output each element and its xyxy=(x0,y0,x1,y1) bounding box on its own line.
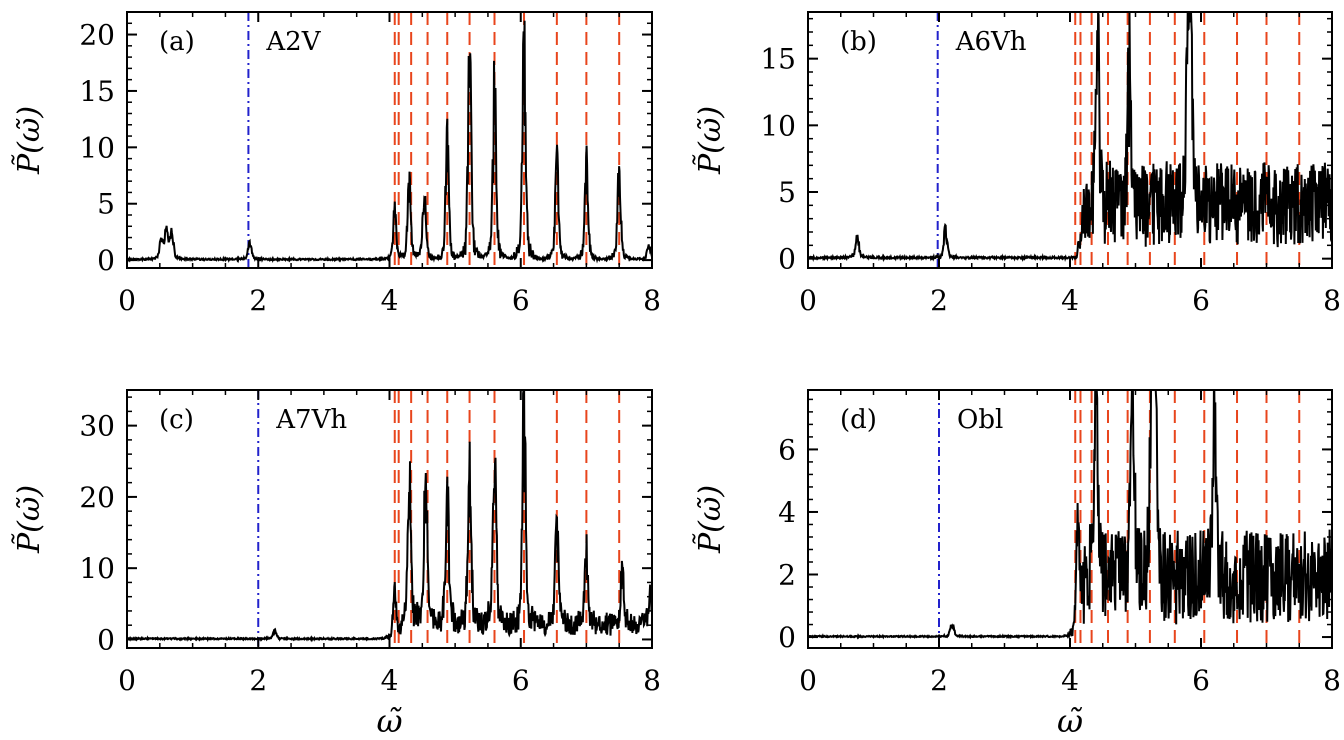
x-tick-label: 8 xyxy=(1323,284,1341,317)
spectrum-line xyxy=(808,12,1332,263)
x-axis-label: ω̃ xyxy=(1057,702,1083,740)
panel-label: (c) xyxy=(159,405,194,435)
x-tick-label: 8 xyxy=(643,284,661,317)
x-tick-label: 0 xyxy=(799,284,817,317)
x-tick-label: 0 xyxy=(118,664,136,697)
x-tick-label: 4 xyxy=(381,664,399,697)
panel-label: (b) xyxy=(840,27,877,57)
y-axis-label: P̃(ω̃) xyxy=(12,485,47,554)
y-tick-label: 0 xyxy=(97,623,115,656)
spectral-type-label: A2V xyxy=(265,27,321,57)
x-tick-label: 2 xyxy=(930,664,948,697)
x-tick-label: 2 xyxy=(249,284,267,317)
spectral-type-label: A7Vh xyxy=(275,405,347,435)
y-tick-label: 0 xyxy=(97,244,115,277)
panel-d: 0 2 4 6 8 0 2 4 6 (d) Obl P̃(ω̃) ω̃ xyxy=(693,389,1341,740)
panel-label: (a) xyxy=(159,27,195,57)
spectral-type-label: Obl xyxy=(957,405,1003,435)
axes-frame xyxy=(126,11,653,269)
spectral-type-label: A6Vh xyxy=(955,27,1027,57)
y-tick-label: 20 xyxy=(79,481,115,514)
spectrum-line xyxy=(127,20,652,264)
x-tick-label: 0 xyxy=(799,664,817,697)
y-axis-label: P̃(ω̃) xyxy=(12,106,47,175)
y-tick-label: 20 xyxy=(79,19,115,52)
x-tick-label: 6 xyxy=(1192,664,1210,697)
y-tick-label: 6 xyxy=(778,433,796,466)
spectrum-line xyxy=(808,390,1332,640)
axes-frame xyxy=(126,389,653,649)
x-tick-label: 6 xyxy=(512,284,530,317)
y-tick-label: 5 xyxy=(97,188,115,221)
spectrum-line xyxy=(127,390,652,643)
x-tick-label: 4 xyxy=(1061,284,1079,317)
x-tick-label: 2 xyxy=(249,664,267,697)
panel-a: 0 2 4 6 8 0 5 10 15 20 (a) A2V P̃(ω̃) xyxy=(12,11,661,317)
y-tick-label: 5 xyxy=(778,176,796,209)
y-axis-label: P̃(ω̃) xyxy=(693,106,728,175)
y-tick-label: 10 xyxy=(760,109,796,142)
y-tick-label: 15 xyxy=(79,75,115,108)
y-tick-label: 0 xyxy=(778,621,796,654)
x-axis-label: ω̃ xyxy=(376,702,402,740)
y-tick-label: 10 xyxy=(79,131,115,164)
panel-label: (d) xyxy=(840,405,877,435)
y-tick-label: 0 xyxy=(778,243,796,276)
x-tick-label: 6 xyxy=(1192,284,1210,317)
y-axis-label: P̃(ω̃) xyxy=(693,485,728,554)
x-tick-label: 0 xyxy=(118,284,136,317)
y-tick-label: 2 xyxy=(778,559,796,592)
y-tick-label: 10 xyxy=(79,552,115,585)
y-tick-label: 4 xyxy=(778,496,796,529)
x-tick-label: 8 xyxy=(643,664,661,697)
x-tick-label: 4 xyxy=(381,284,399,317)
y-tick-label: 30 xyxy=(79,410,115,443)
x-tick-label: 6 xyxy=(512,664,530,697)
panel-b: 0 2 4 6 8 0 5 10 15 (b) A6Vh P̃(ω̃) xyxy=(693,11,1341,317)
x-tick-label: 8 xyxy=(1323,664,1341,697)
x-tick-label: 2 xyxy=(930,284,948,317)
x-tick-label: 4 xyxy=(1061,664,1079,697)
y-tick-label: 15 xyxy=(760,43,796,76)
panel-c: 0 2 4 6 8 0 10 20 30 (c) A7Vh P̃(ω̃) ω̃ xyxy=(12,389,661,740)
